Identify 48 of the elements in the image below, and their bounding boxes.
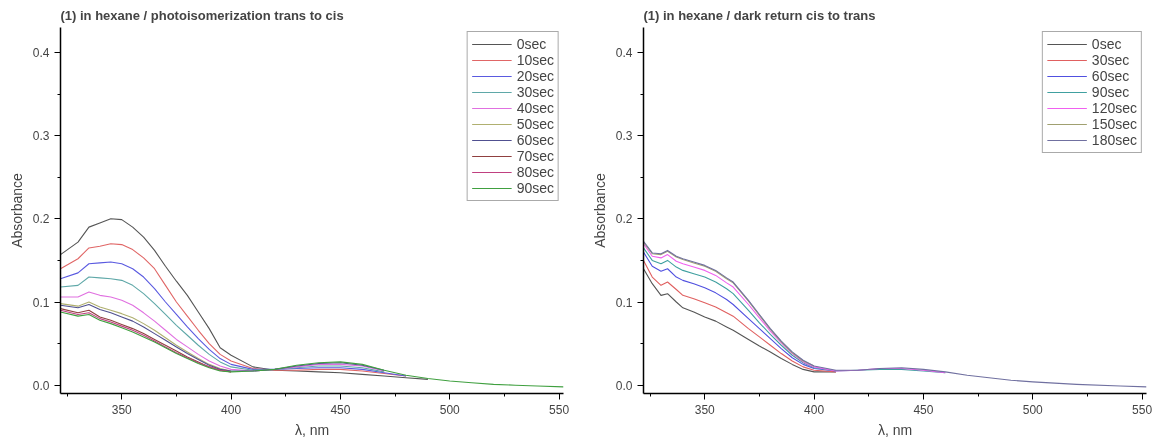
y-tick-label: 0.1 <box>615 295 633 310</box>
legend-label: 60sec <box>1091 68 1130 84</box>
x-tick-label: 400 <box>804 402 825 417</box>
legend-label: 40sec <box>516 100 554 116</box>
y-tick-label: 0.2 <box>615 212 633 227</box>
legend-label: 90sec <box>516 180 554 196</box>
x-tick-label: 500 <box>439 402 461 417</box>
legend-label: 0sec <box>1091 36 1122 52</box>
y-tick-label: 0.3 <box>615 129 633 144</box>
legend-label: 20sec <box>516 68 554 84</box>
legend-label: 50sec <box>516 116 554 132</box>
x-axis-title: λ, nm <box>877 421 913 438</box>
y-tick-label: 0.0 <box>615 378 633 393</box>
y-tick-label: 0.2 <box>32 212 50 227</box>
y-tick-label: 0.4 <box>615 45 633 60</box>
legend-label: 10sec <box>516 52 554 68</box>
legend-label: 70sec <box>516 148 554 164</box>
x-tick-label: 350 <box>111 402 133 417</box>
legend-label: 150sec <box>1091 116 1137 132</box>
line-series <box>60 311 564 388</box>
x-tick-label: 450 <box>330 402 351 417</box>
legend-label: 180sec <box>1091 132 1137 148</box>
line-series <box>60 276 385 373</box>
legend-label: 30sec <box>1091 52 1130 68</box>
x-tick-label: 500 <box>1022 402 1044 417</box>
chart-title: (1) in hexane / dark return cis to trans <box>643 7 876 23</box>
y-tick-label: 0.1 <box>32 295 50 310</box>
x-tick-label: 400 <box>221 402 242 417</box>
legend-label: 90sec <box>1091 84 1130 100</box>
x-tick-label: 550 <box>1132 402 1153 417</box>
y-axis-title: Absorbance <box>8 172 25 248</box>
chart-title: (1) in hexane / photoisomerization trans to cis <box>60 7 344 23</box>
x-tick-label: 350 <box>694 402 716 417</box>
x-tick-label: 550 <box>549 402 570 417</box>
x-tick-label: 450 <box>913 402 934 417</box>
y-axis-title: Absorbance <box>591 172 608 248</box>
y-tick-label: 0.0 <box>32 378 50 393</box>
legend-label: 60sec <box>516 132 554 148</box>
x-axis-title: λ, nm <box>294 421 330 438</box>
line-series <box>643 241 815 367</box>
legend-label: 0sec <box>516 36 547 52</box>
line-series <box>60 218 429 380</box>
y-tick-label: 0.3 <box>32 129 50 144</box>
legend-label: 120sec <box>1091 100 1137 116</box>
line-series <box>643 240 1147 388</box>
legend-label: 30sec <box>516 84 554 100</box>
y-tick-label: 0.4 <box>32 45 50 60</box>
legend-label: 80sec <box>516 164 554 180</box>
